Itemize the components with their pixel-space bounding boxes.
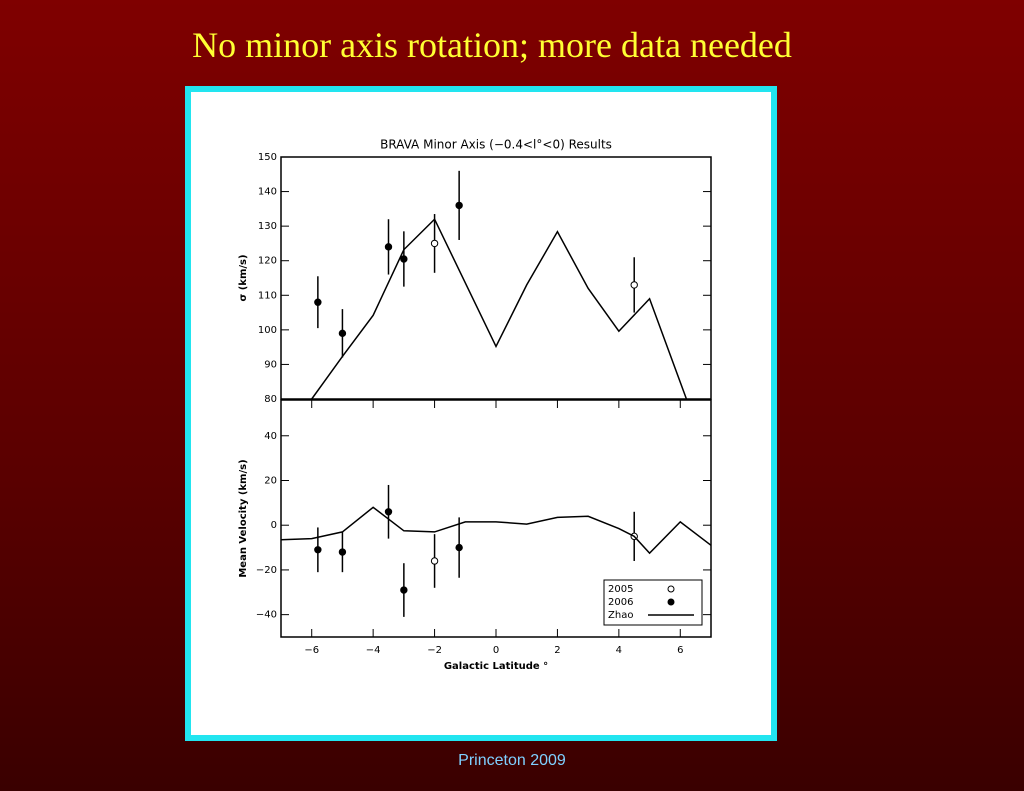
y-tick-label: 20: [264, 475, 277, 486]
data-point: [400, 255, 408, 263]
x-tick-label: −6: [304, 645, 319, 656]
data-point: [384, 243, 393, 251]
y-tick-label: 80: [264, 394, 277, 405]
slide-title: No minor axis rotation; more data needed: [192, 25, 792, 65]
legend-label: Zhao: [608, 610, 633, 621]
y-tick-label: −20: [256, 565, 277, 576]
data-point: [314, 298, 322, 306]
y-axis-label: Mean Velocity (km/s): [238, 459, 249, 577]
y-tick-label: 90: [264, 359, 277, 370]
data-point: [314, 546, 322, 554]
y-tick-label: 100: [258, 325, 277, 336]
data-point: [455, 543, 463, 552]
data-point: [338, 329, 347, 338]
plot-area: [280, 156, 712, 400]
legend-swatch: [667, 598, 675, 606]
x-tick-label: −2: [427, 645, 442, 656]
data-point: [630, 281, 638, 289]
y-tick-label: 120: [258, 256, 277, 267]
y-tick-label: 150: [258, 152, 277, 163]
y-tick-label: 0: [271, 520, 277, 531]
footer: Princeton 2009: [458, 752, 566, 769]
legend-label: 2006: [608, 597, 633, 608]
data-point: [384, 508, 393, 516]
line-series: [311, 217, 688, 400]
legend-label: 2005: [608, 584, 633, 595]
y-tick-label: 130: [258, 221, 277, 232]
chart-frame: [185, 86, 777, 741]
y-tick-label: 110: [258, 290, 277, 301]
y-tick-label: −40: [256, 610, 277, 621]
x-tick-label: 2: [554, 645, 560, 656]
legend-swatch: [667, 585, 675, 593]
data-point: [400, 586, 408, 594]
x-tick-label: 6: [677, 645, 683, 656]
data-point: [430, 557, 439, 565]
data-point: [338, 548, 347, 556]
x-axis-label: Galactic Latitude °: [444, 661, 548, 672]
y-tick-label: 140: [258, 187, 277, 198]
x-tick-label: −4: [366, 645, 381, 656]
x-tick-label: 0: [493, 645, 499, 656]
y-axis-label: σ (km/s): [238, 254, 249, 301]
data-point: [455, 201, 463, 210]
y-tick-label: 40: [264, 431, 277, 442]
legend-box: [603, 579, 703, 626]
chart-title: BRAVA Minor Axis (−0.4<l°<0) Results: [380, 138, 612, 152]
data-point: [430, 239, 439, 248]
line-series: [280, 506, 712, 555]
x-tick-label: 4: [616, 645, 622, 656]
